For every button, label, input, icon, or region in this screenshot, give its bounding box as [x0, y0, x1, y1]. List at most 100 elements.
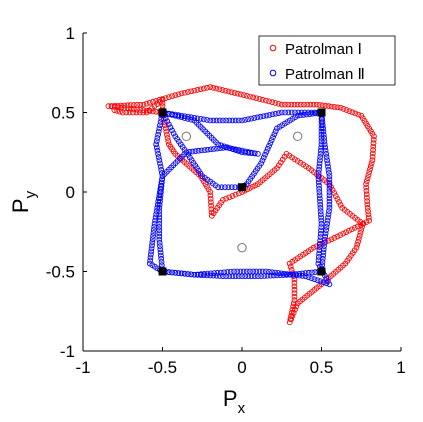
- series-1-point: [164, 131, 170, 138]
- series-1-point: [358, 226, 365, 233]
- series-1-point: [339, 205, 346, 211]
- series-2-point: [321, 141, 328, 148]
- series-1-point: [278, 101, 285, 108]
- series-1-point: [370, 147, 376, 153]
- series-2-point: [317, 154, 324, 160]
- series-2-point: [217, 269, 224, 276]
- series-2-point: [214, 145, 220, 152]
- series-2-point: [318, 131, 325, 138]
- series-2-point: [315, 170, 322, 176]
- series-1-point: [143, 109, 150, 116]
- series-1-point: [364, 205, 371, 211]
- legend-label-patrolman-2: Patrolman Ⅱ: [285, 66, 365, 83]
- series-2-point: [157, 122, 163, 129]
- series-2-point: [229, 117, 236, 124]
- series-2-point: [229, 145, 236, 152]
- series-1-point: [130, 109, 136, 116]
- series-1-point: [272, 100, 279, 106]
- series-2-point: [321, 138, 328, 144]
- series-2-point: [220, 117, 226, 124]
- series-2-point: [158, 255, 165, 262]
- targets-layer: [181, 131, 303, 253]
- series-1-point: [337, 202, 344, 208]
- series-2-point: [156, 214, 163, 221]
- series-2-point: [275, 110, 282, 116]
- series-1-point: [363, 184, 370, 191]
- series-1-point: [334, 196, 341, 202]
- series-2-point: [153, 211, 159, 218]
- series-2-point: [325, 166, 332, 173]
- series-1-point: [331, 235, 338, 241]
- series-2-point: [324, 217, 331, 224]
- series-1-point: [162, 95, 169, 101]
- series-2-point: [316, 189, 323, 195]
- series-2-point: [285, 109, 292, 116]
- series-1-point: [165, 138, 172, 144]
- series-2-point: [318, 141, 325, 148]
- series-1-point: [363, 191, 370, 198]
- series-1-point: [365, 211, 372, 218]
- target-circle: [181, 131, 192, 142]
- series-1-point: [288, 101, 295, 108]
- series-2-point: [154, 135, 161, 141]
- series-1-point: [169, 93, 175, 100]
- legend-marker-patrolman-1: [269, 44, 277, 52]
- series-1-point: [222, 87, 229, 94]
- series-1-point: [247, 185, 253, 191]
- series-2-point: [156, 233, 163, 240]
- series-2-point: [155, 195, 162, 202]
- series-2-point: [153, 138, 160, 144]
- series-2-point: [257, 113, 264, 120]
- series-1-point: [140, 101, 147, 108]
- series-2-point: [326, 192, 333, 199]
- series-2-point: [299, 273, 306, 279]
- series-1-point: [161, 119, 168, 125]
- series-2-point: [325, 163, 331, 170]
- series-2-point: [318, 119, 325, 125]
- y-tick-label: 1: [66, 24, 75, 43]
- series-1-point: [301, 101, 307, 108]
- series-2-point: [185, 113, 191, 120]
- series-2-point: [318, 211, 324, 218]
- series-2-point: [153, 208, 160, 214]
- series-1-point: [232, 191, 239, 198]
- series-1-point: [181, 89, 188, 96]
- series-2-point: [242, 273, 249, 280]
- series-2-point: [164, 118, 171, 125]
- series-1-point: [356, 232, 363, 239]
- series-1-point: [150, 108, 156, 115]
- series-1-point: [207, 195, 214, 202]
- series-2-point: [317, 208, 324, 214]
- series-2-point: [210, 117, 217, 124]
- series-2-point: [316, 166, 322, 173]
- series-1-point: [291, 101, 298, 108]
- series-1-point: [367, 163, 374, 170]
- series-2-point: [156, 240, 163, 246]
- series-2-point: [156, 192, 163, 199]
- series-1-point: [359, 223, 365, 230]
- series-2-point: [148, 248, 155, 255]
- series-1-point: [364, 201, 371, 208]
- series-2-point: [243, 268, 250, 275]
- series-1-point: [294, 101, 301, 108]
- series-2-point: [260, 113, 267, 120]
- series-2-point: [326, 198, 333, 205]
- series-2-point: [320, 125, 326, 132]
- series-1-point: [175, 91, 182, 98]
- series-2-point: [155, 198, 162, 205]
- series-2-point: [256, 268, 263, 275]
- series-2-point: [231, 268, 237, 275]
- series-1-point: [291, 286, 298, 293]
- series-1-point: [250, 94, 256, 101]
- axes: -1 -0.5 0 0.5 1 -1 -0.5 0 0.5 1: [46, 24, 406, 377]
- series-1-point: [166, 141, 172, 148]
- series-2-point: [316, 192, 323, 199]
- series-1-point: [369, 157, 376, 164]
- series-2-point: [312, 109, 318, 116]
- series-1-point: [336, 199, 342, 205]
- series-2-point: [271, 131, 278, 138]
- series-1-point: [249, 183, 256, 190]
- series-2-point: [159, 176, 165, 183]
- series-2-point: [318, 147, 324, 154]
- series-2-point: [245, 116, 251, 123]
